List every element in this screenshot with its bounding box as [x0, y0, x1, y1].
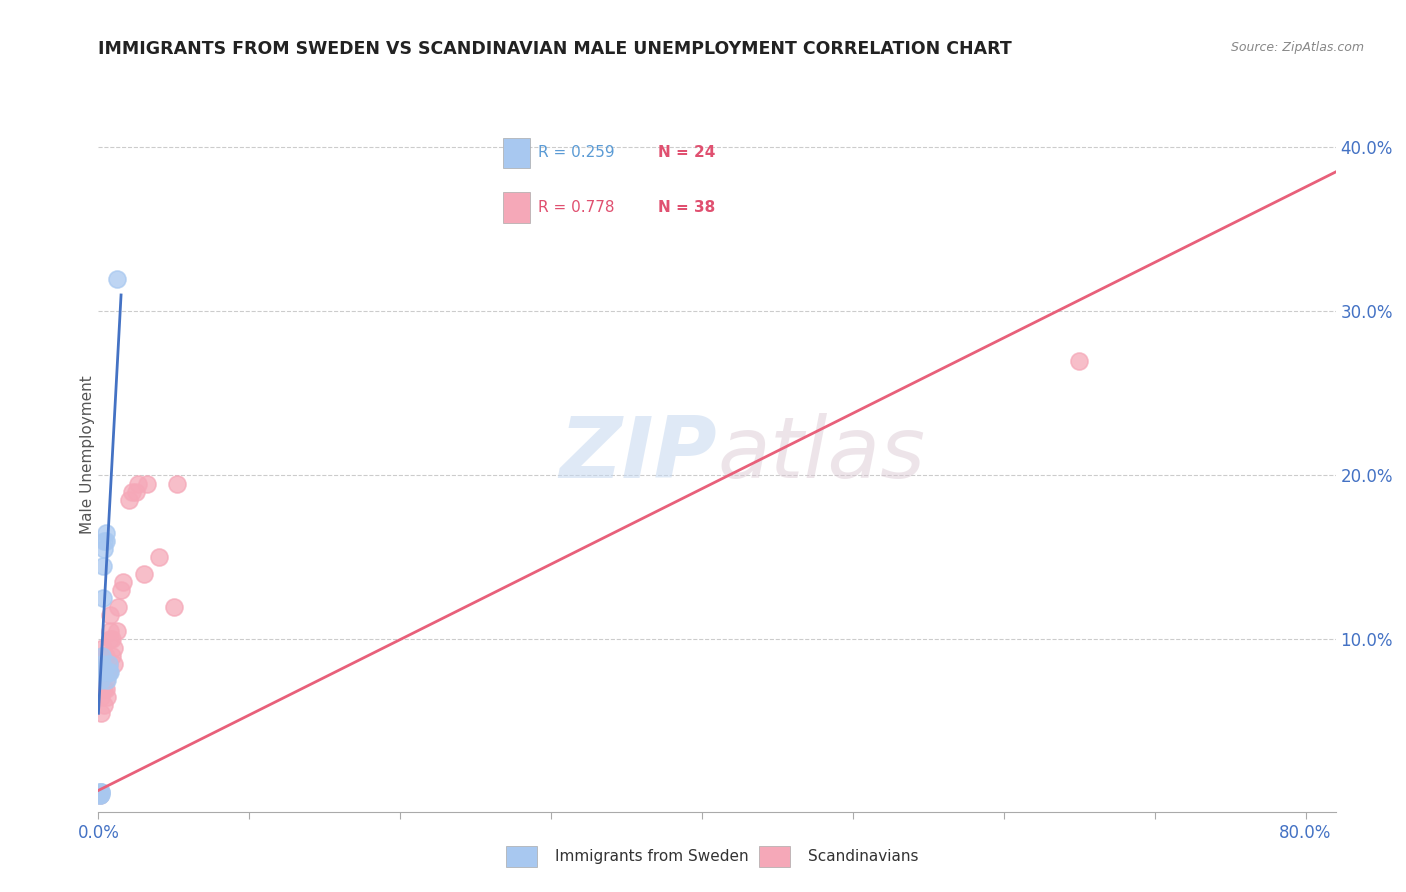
Point — [96, 673, 118, 688]
Point — [93, 681, 115, 696]
Point — [125, 484, 148, 499]
Point — [89, 787, 111, 801]
Point — [94, 648, 117, 663]
Point — [103, 640, 125, 655]
Y-axis label: Male Unemployment: Male Unemployment — [80, 376, 94, 534]
Point — [117, 493, 139, 508]
Point — [98, 665, 121, 680]
Point — [103, 657, 125, 671]
Point — [110, 583, 132, 598]
Point — [93, 542, 115, 557]
Point — [90, 706, 112, 721]
Point — [90, 690, 112, 704]
Point — [89, 787, 111, 801]
Point — [91, 648, 114, 663]
Point — [90, 681, 112, 696]
Point — [94, 525, 117, 540]
Point — [105, 271, 128, 285]
Point — [89, 789, 111, 803]
Point — [90, 785, 112, 799]
Point — [91, 591, 114, 606]
Point — [96, 665, 118, 680]
Point — [89, 785, 111, 799]
Point — [93, 534, 115, 549]
Text: Immigrants from Sweden: Immigrants from Sweden — [555, 849, 749, 863]
Point — [89, 789, 111, 803]
Point — [90, 673, 112, 688]
Point — [100, 632, 122, 647]
Point — [148, 550, 170, 565]
Point — [94, 673, 117, 688]
Point — [107, 599, 129, 614]
Point — [89, 789, 111, 803]
Text: Scandinavians: Scandinavians — [808, 849, 920, 863]
Point — [89, 787, 111, 801]
Text: ZIP: ZIP — [560, 413, 717, 497]
Point — [93, 698, 115, 712]
Point — [90, 787, 112, 801]
Point — [94, 681, 117, 696]
Point — [91, 648, 114, 663]
Point — [166, 476, 188, 491]
Point — [105, 624, 128, 639]
Point — [100, 624, 122, 639]
Text: atlas: atlas — [717, 413, 925, 497]
Point — [127, 476, 149, 491]
Point — [111, 575, 134, 590]
Point — [96, 690, 118, 704]
Point — [163, 599, 186, 614]
Point — [91, 665, 114, 680]
Point — [89, 787, 111, 801]
Point — [91, 640, 114, 655]
Point — [98, 665, 121, 680]
Point — [1069, 353, 1091, 368]
Point — [100, 607, 122, 622]
Text: IMMIGRANTS FROM SWEDEN VS SCANDINAVIAN MALE UNEMPLOYMENT CORRELATION CHART: IMMIGRANTS FROM SWEDEN VS SCANDINAVIAN M… — [98, 40, 1012, 58]
Point — [90, 657, 112, 671]
Point — [101, 648, 124, 663]
Point — [90, 785, 112, 799]
Point — [135, 476, 157, 491]
Point — [91, 558, 114, 573]
Point — [98, 657, 121, 671]
Point — [94, 534, 117, 549]
Point — [98, 657, 121, 671]
Point — [91, 665, 114, 680]
Point — [100, 665, 122, 680]
Point — [121, 484, 143, 499]
Point — [132, 566, 155, 581]
Point — [101, 632, 124, 647]
Text: Source: ZipAtlas.com: Source: ZipAtlas.com — [1230, 40, 1364, 54]
